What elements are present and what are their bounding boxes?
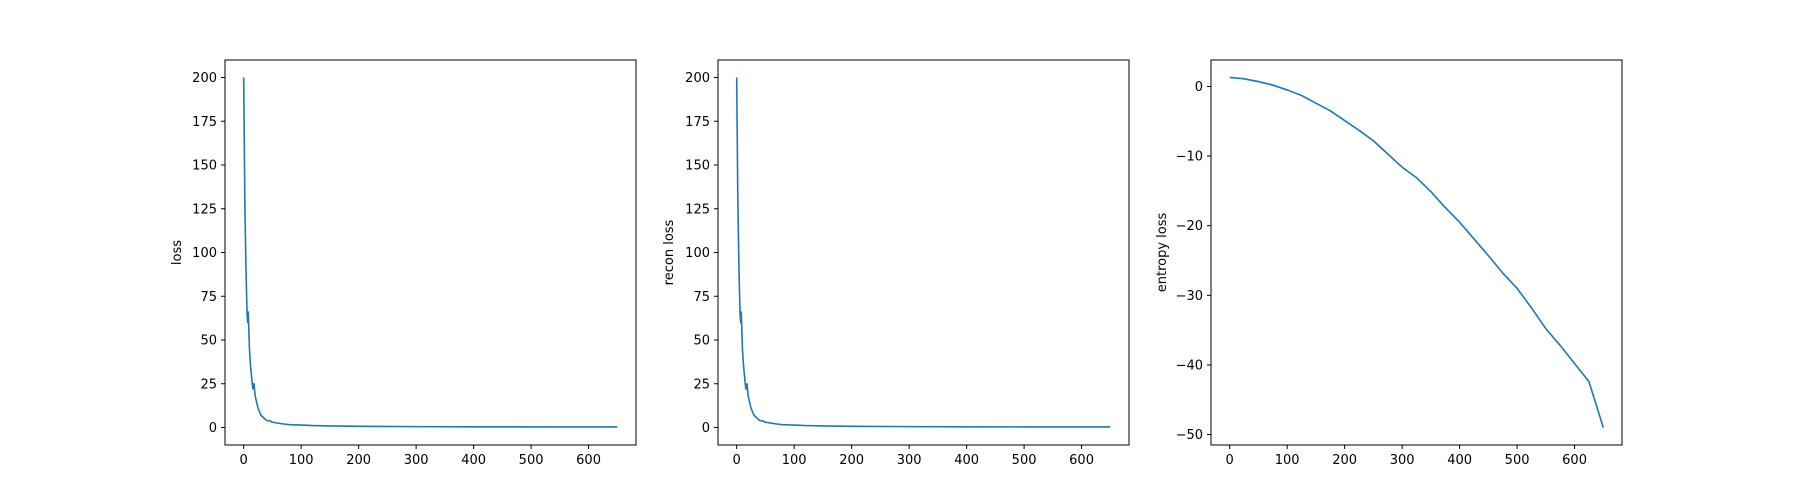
- entropy-loss-x-tick-label: 0: [1226, 453, 1234, 468]
- entropy-loss-y-tick-label: 0: [1195, 80, 1203, 95]
- loss-y-axis-label: loss: [170, 240, 185, 265]
- recon-loss-y-tick-label: 175: [685, 115, 710, 130]
- recon-loss-series-line: [735, 77, 1111, 428]
- loss-plot: loss 0 100 200 300 400 500 600 0 25 50 75 100 125 150…: [170, 59, 637, 468]
- entropy-loss-y-tick-label: −30: [1176, 289, 1203, 304]
- recon-loss-y-tick-label: 100: [685, 246, 710, 261]
- loss-x-tick-label: 400: [461, 453, 486, 468]
- loss-y-tick-label: 0: [209, 421, 217, 436]
- entropy-loss-y-tick-label: −20: [1176, 219, 1203, 234]
- loss-x-tick-label: 300: [404, 453, 429, 468]
- loss-series-line: [242, 77, 618, 428]
- entropy-loss-x-tick-label: 400: [1447, 453, 1472, 468]
- loss-y-tick-label: 75: [200, 290, 217, 305]
- loss-x-tick-label: 500: [519, 453, 544, 468]
- loss-x-tick-label: 100: [289, 453, 314, 468]
- loss-y-tick-label: 25: [200, 377, 217, 392]
- recon-loss-axes-frame: [717, 59, 1130, 446]
- recon-loss-x-tick-label: 400: [954, 453, 979, 468]
- entropy-loss-y-axis-label: entropy loss: [1155, 213, 1170, 293]
- entropy-loss-plot: entropy loss 0 100 200 300 400 500 600 0 −10 −20 −…: [1155, 59, 1623, 468]
- loss-y-tick-label: 50: [200, 334, 217, 349]
- loss-y-tick-label: 125: [192, 202, 217, 217]
- loss-axes-frame: [224, 59, 637, 446]
- recon-loss-y-tick-label: 50: [693, 334, 710, 349]
- recon-loss-x-tick-label: 500: [1012, 453, 1037, 468]
- recon-loss-plot: recon loss 0 100 200 300 400 500 600 0 25 50 75 100…: [662, 59, 1130, 468]
- recon-loss-x-tick-label: 300: [897, 453, 922, 468]
- entropy-loss-x-tick-label: 100: [1275, 453, 1300, 468]
- entropy-loss-axes-frame: [1210, 59, 1623, 446]
- entropy-loss-x-tick-label: 600: [1562, 453, 1587, 468]
- recon-loss-y-tick-label: 0: [702, 421, 710, 436]
- loss-y-tick-label: 100: [192, 246, 217, 261]
- recon-loss-x-tick-label: 600: [1069, 453, 1094, 468]
- entropy-loss-series-line: [1229, 76, 1605, 428]
- entropy-loss-y-tick-label: −50: [1176, 428, 1203, 443]
- recon-loss-y-axis-label: recon loss: [662, 219, 677, 285]
- loss-y-tick-label: 175: [192, 115, 217, 130]
- entropy-loss-x-tick-label: 300: [1390, 453, 1415, 468]
- recon-loss-x-tick-label: 100: [782, 453, 807, 468]
- loss-y-tick-label: 150: [192, 159, 217, 174]
- loss-x-tick-label: 200: [346, 453, 371, 468]
- loss-y-tick-label: 200: [192, 71, 217, 86]
- recon-loss-y-tick-label: 125: [685, 202, 710, 217]
- recon-loss-y-tick-label: 150: [685, 159, 710, 174]
- entropy-loss-y-tick-label: −10: [1176, 150, 1203, 165]
- recon-loss-x-tick-label: 200: [839, 453, 864, 468]
- entropy-loss-y-tick-label: −40: [1176, 358, 1203, 373]
- recon-loss-y-tick-label: 200: [685, 71, 710, 86]
- recon-loss-y-tick-label: 25: [693, 377, 710, 392]
- entropy-loss-x-tick-label: 500: [1505, 453, 1530, 468]
- loss-x-tick-label: 0: [240, 453, 248, 468]
- recon-loss-x-tick-label: 0: [733, 453, 741, 468]
- entropy-loss-x-tick-label: 200: [1332, 453, 1357, 468]
- loss-x-tick-label: 600: [576, 453, 601, 468]
- recon-loss-y-tick-label: 75: [693, 290, 710, 305]
